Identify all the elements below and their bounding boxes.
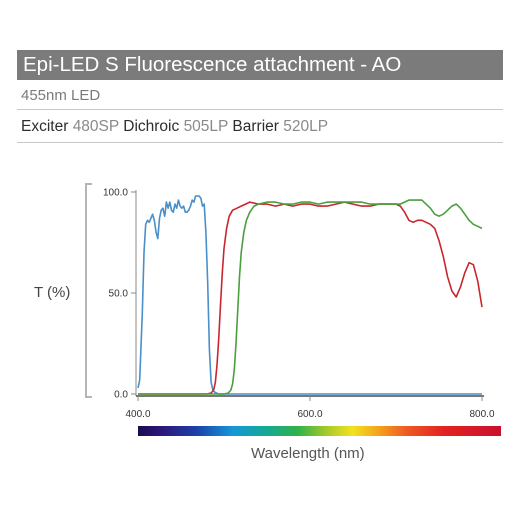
y-tick-label: 100.0: [103, 188, 128, 199]
exciter-label: Exciter: [21, 118, 69, 135]
x-axis-label: Wavelength (nm): [251, 445, 365, 462]
y-tick-label: 0.0: [114, 390, 128, 401]
y-axis-bracket: [85, 183, 92, 398]
title-bar: Epi-LED S Fluorescence attachment - AO: [17, 50, 503, 80]
x-tick-label: 600.0: [297, 409, 322, 420]
y-axis-label: T (%): [34, 284, 71, 301]
page-title: Epi-LED S Fluorescence attachment - AO: [23, 53, 402, 76]
chart-series: [137, 195, 483, 395]
dichroic-label: Dichroic: [123, 118, 180, 135]
divider: [17, 142, 503, 143]
barrier-value: 520LP: [283, 118, 329, 135]
exciter-curve: [137, 195, 482, 395]
x-tick-label: 400.0: [125, 409, 150, 420]
x-tick-label: 800.0: [469, 409, 494, 420]
led-subtitle: 455nm LED: [21, 87, 101, 104]
dichroic-value: 505LP: [183, 118, 229, 135]
dichroic-curve: [138, 199, 483, 395]
y-tick-label: 50.0: [109, 289, 129, 300]
exciter-value: 480SP: [72, 118, 119, 135]
visible-spectrum-bar: [138, 426, 501, 436]
divider: [17, 109, 503, 110]
filter-specs: Exciter 480SP Dichroic 505LP Barrier 520…: [21, 118, 328, 136]
barrier-curve: [138, 201, 483, 395]
barrier-label: Barrier: [232, 118, 279, 135]
chart-axes: 0.0 50.0 100.0 400.0 600.0 800.0: [85, 183, 495, 420]
